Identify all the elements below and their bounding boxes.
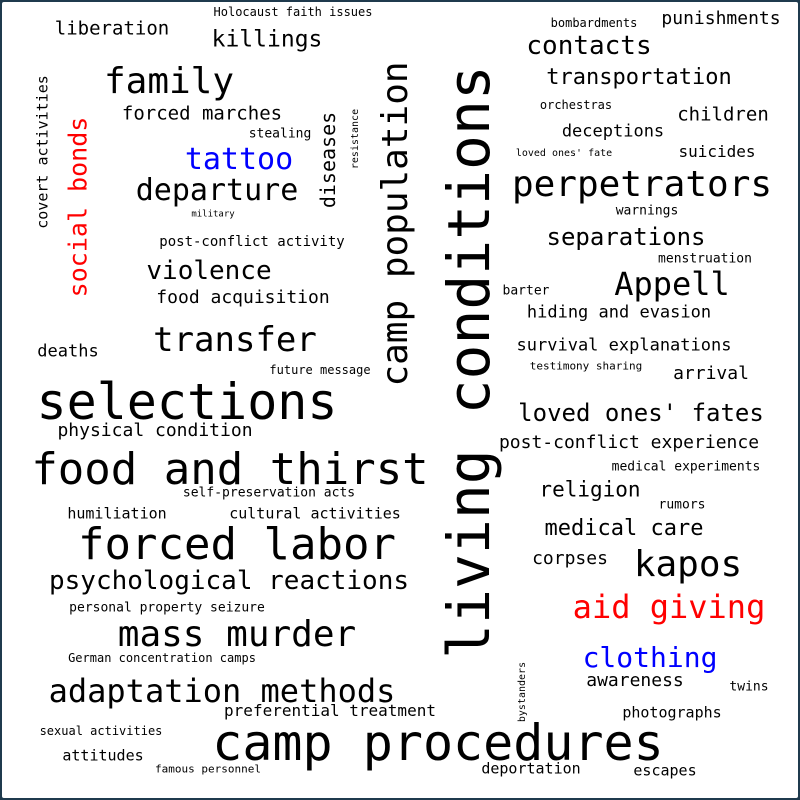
word-separations: separations	[546, 223, 706, 251]
word-living-conditions: living conditions	[435, 65, 503, 659]
word-personal-property-seizure: personal property seizure	[69, 600, 265, 616]
word-transportation: transportation	[546, 65, 732, 90]
word-testimony-sharing: testimony sharing	[529, 359, 643, 373]
word-twins: twins	[729, 679, 769, 695]
word-clothing: clothing	[582, 641, 718, 674]
word-photographs: photographs	[622, 703, 722, 722]
word-Appell: Appell	[614, 265, 730, 303]
word-deceptions: deceptions	[561, 121, 665, 142]
word-food-acquisition: food acquisition	[156, 287, 330, 308]
word-orchestras: orchestras	[539, 98, 613, 112]
word-self-preservation-acts: self-preservation acts	[182, 485, 356, 501]
word-mass-murder: mass murder	[117, 614, 357, 655]
word-food-and-thirst: food and thirst	[31, 444, 429, 495]
word-arrival: arrival	[673, 363, 749, 384]
word-awareness: awareness	[586, 670, 684, 691]
word-diseases: diseases	[316, 111, 340, 209]
word-camp-procedures: camp procedures	[212, 714, 664, 772]
word-perpetrators: perpetrators	[511, 164, 773, 205]
word-family: family	[103, 61, 235, 102]
word-sexual-activities: sexual activities	[39, 724, 163, 738]
word-loved-ones-fate: loved ones' fate	[515, 148, 613, 159]
word-selections: selections	[36, 373, 338, 431]
word-deportation: deportation	[481, 759, 581, 778]
word-post-conflict-activity: post-conflict activity	[159, 234, 345, 250]
word-forced-labor: forced labor	[78, 519, 396, 570]
word-preferential-treatment: preferential treatment	[224, 701, 436, 720]
word-liberation: liberation	[54, 17, 170, 40]
word-hiding-and-evasion: hiding and evasion	[526, 302, 712, 323]
word-barter: barter	[502, 283, 550, 299]
word-physical-condition: physical condition	[57, 420, 253, 441]
word-loved-ones-fates: loved ones' fates	[518, 399, 764, 427]
word-children: children	[677, 103, 769, 126]
word-humiliation: humiliation	[67, 504, 167, 523]
word-stealing: stealing	[248, 126, 312, 142]
word-medical-care: medical care	[544, 516, 704, 541]
word-corpses: corpses	[532, 548, 608, 569]
word-punishments: punishments	[661, 8, 781, 29]
word-warnings: warnings	[615, 203, 679, 219]
word-Holocaust-faith-issues: Holocaust faith issues	[213, 5, 373, 19]
word-camp-population: camp population	[375, 61, 416, 387]
word-adaptation-methods: adaptation methods	[48, 672, 396, 710]
word-post-conflict-experience: post-conflict experience	[498, 432, 760, 453]
word-escapes: escapes	[633, 761, 697, 780]
word-survival-explanations: survival explanations	[516, 335, 732, 356]
word-departure: departure	[135, 173, 299, 208]
word-contacts: contacts	[526, 31, 652, 61]
word-suicides: suicides	[678, 142, 756, 161]
word-bombardments: bombardments	[550, 16, 638, 30]
word-religion: religion	[539, 477, 641, 502]
word-German-concentration-camps: German concentration camps	[68, 651, 256, 665]
word-tattoo: tattoo	[184, 142, 294, 177]
word-famous-personnel: famous personnel	[155, 762, 261, 776]
word-future-message: future message	[269, 363, 371, 377]
word-resistance: resistance	[350, 108, 361, 170]
word-cultural-activities: cultural activities	[229, 504, 401, 523]
word-attitudes: attitudes	[62, 746, 144, 765]
word-bystanders: bystanders	[517, 661, 528, 723]
word-forced-marches: forced marches	[121, 102, 283, 125]
word-psychological-reactions: psychological reactions	[48, 566, 410, 596]
word-medical-experiments: medical experiments	[611, 459, 761, 475]
word-menstruation: menstruation	[658, 251, 752, 267]
word-killings: killings	[211, 26, 323, 53]
word-transfer: transfer	[153, 320, 317, 360]
word-violence: violence	[146, 256, 272, 286]
word-military: military	[191, 209, 235, 220]
word-rumors: rumors	[658, 497, 706, 513]
word-aid-giving: aid giving	[572, 588, 766, 626]
word-covert-activities: covert activities	[33, 75, 52, 229]
word-kapos: kapos	[633, 544, 743, 585]
word-deaths: deaths	[37, 341, 99, 362]
word-social-bonds: social bonds	[63, 116, 93, 298]
